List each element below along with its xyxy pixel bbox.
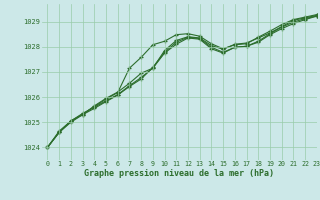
X-axis label: Graphe pression niveau de la mer (hPa): Graphe pression niveau de la mer (hPa) <box>84 169 274 178</box>
